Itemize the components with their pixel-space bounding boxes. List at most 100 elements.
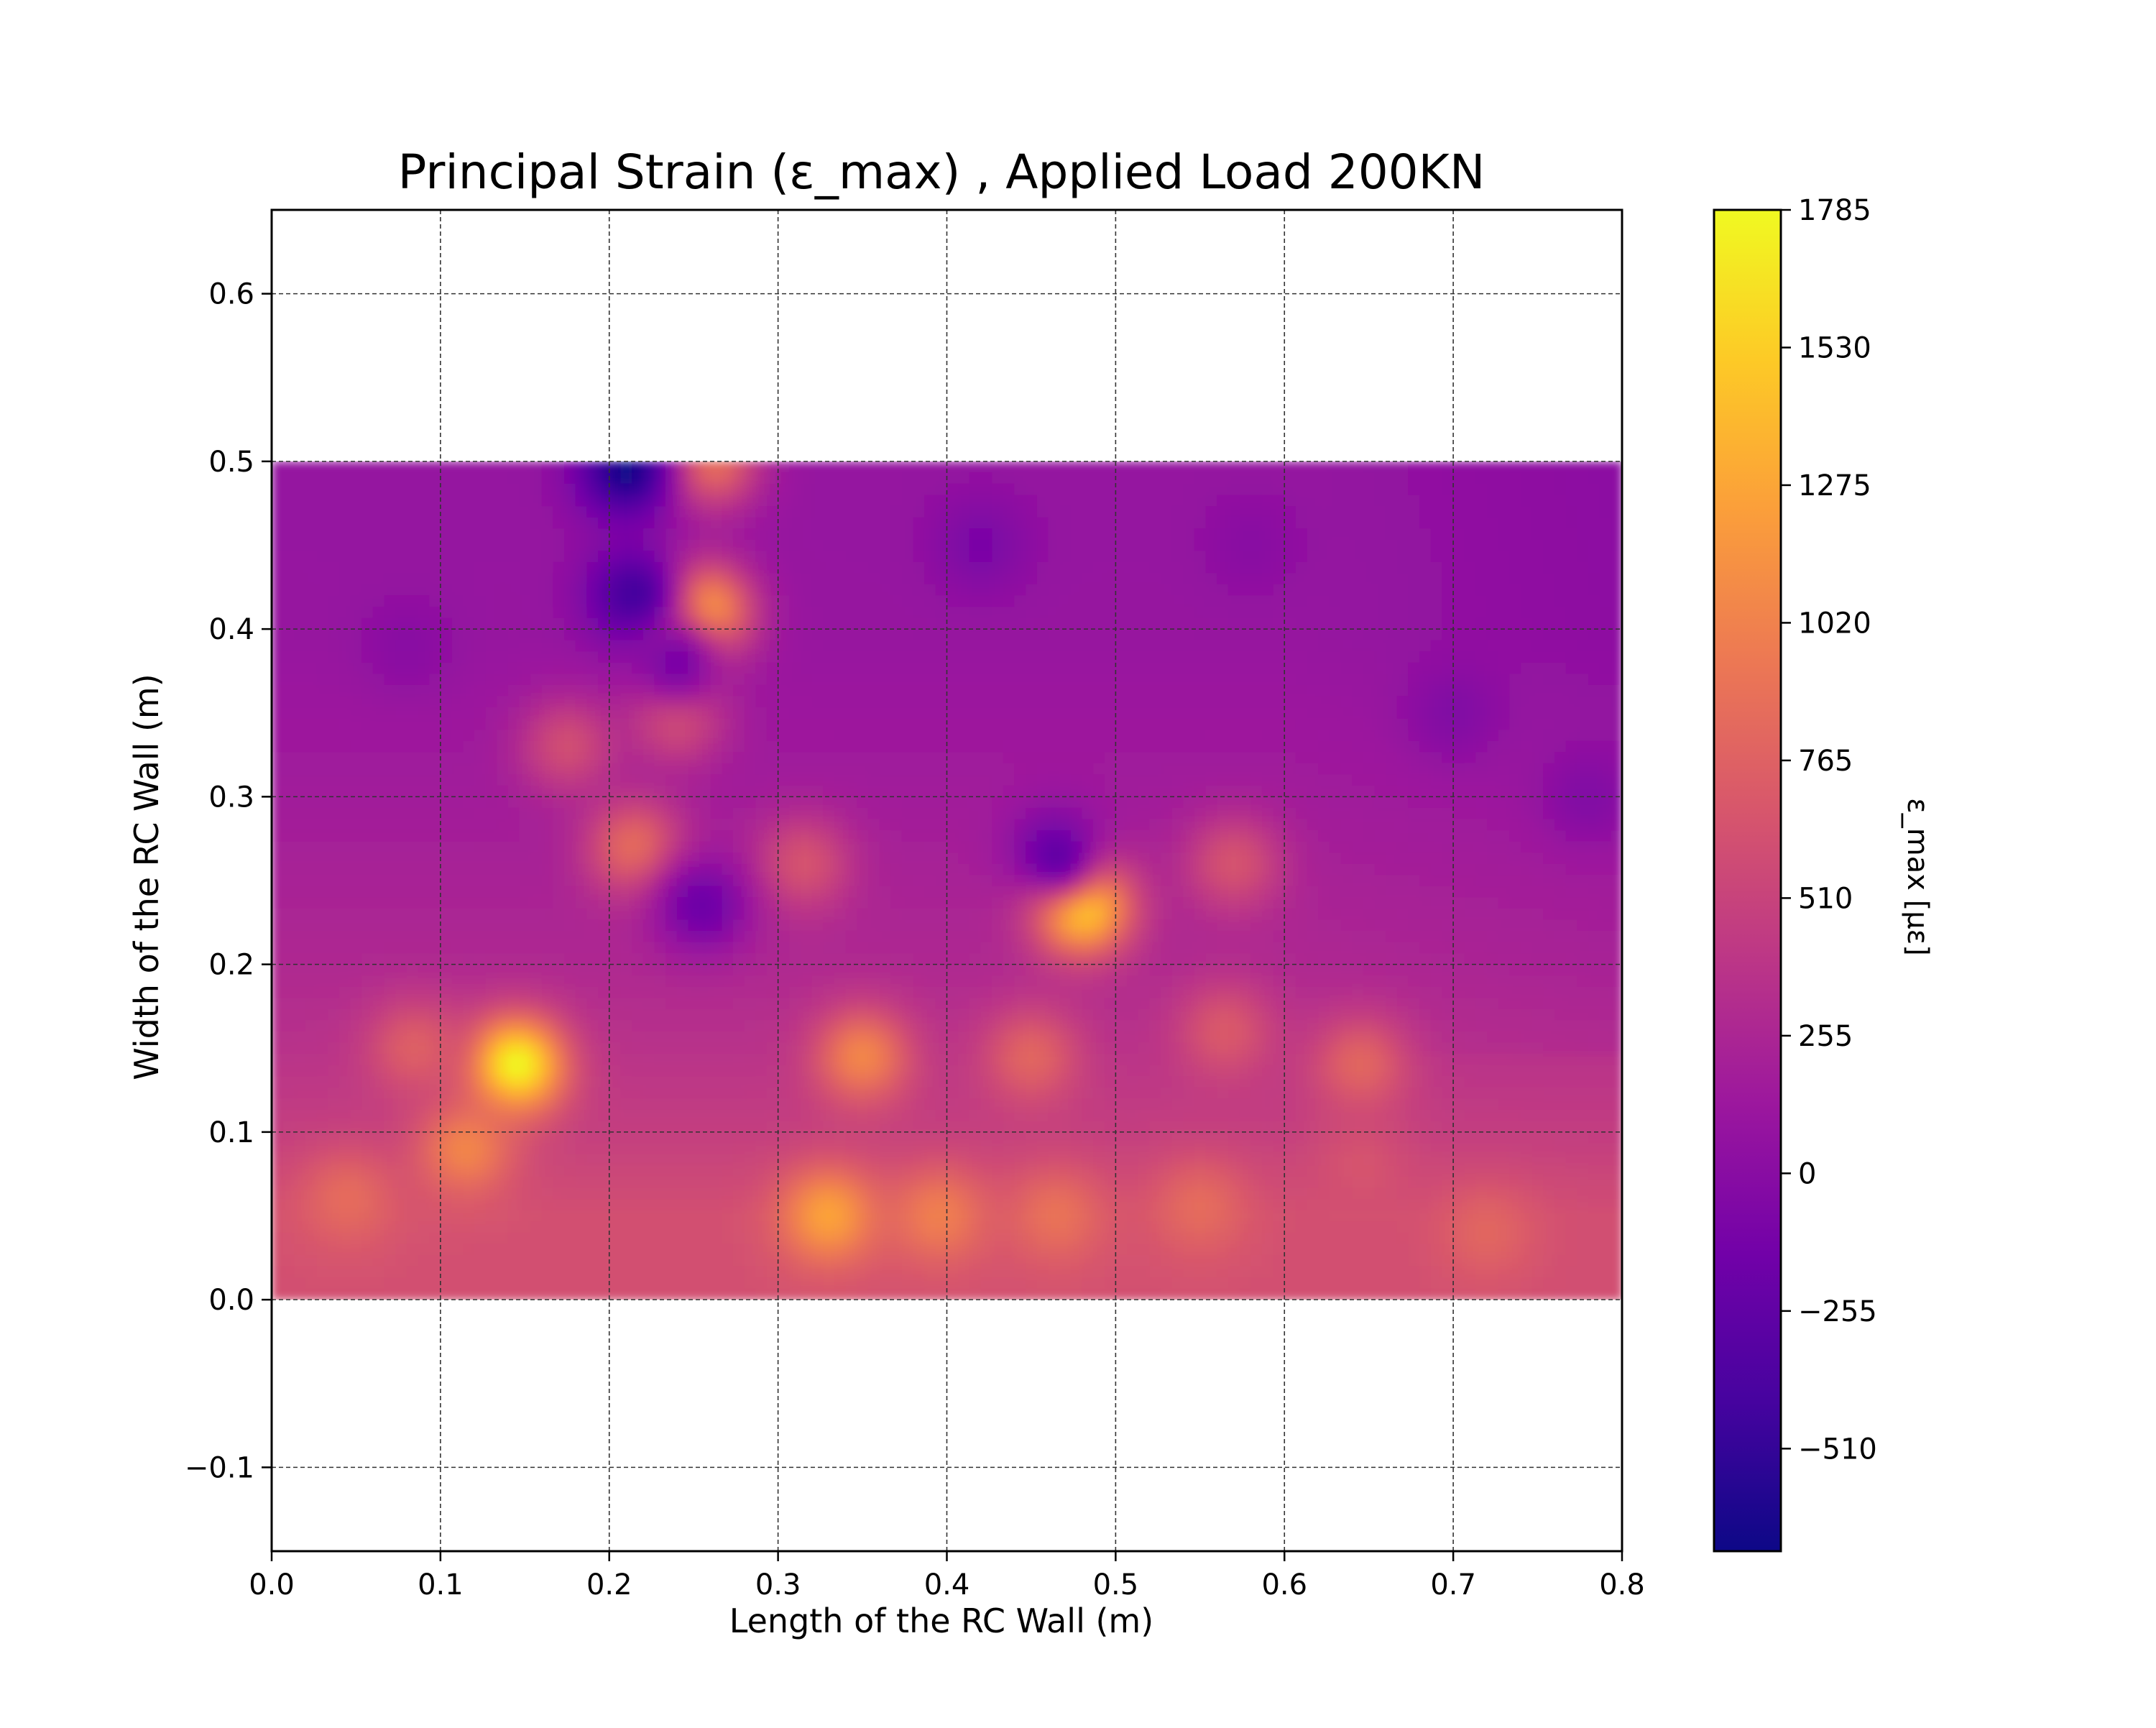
heatmap-cell [395,807,407,820]
heatmap-cell [958,584,970,597]
heatmap-cell [867,830,880,842]
heatmap-cell [440,629,453,641]
heatmap-cell [1599,730,1612,742]
heatmap-cell [913,472,925,484]
heatmap-cell [1250,684,1263,697]
heatmap-cell [1239,617,1252,630]
heatmap-cell [992,662,1004,675]
heatmap-cell [1295,718,1308,730]
heatmap-cell [1217,875,1229,887]
heatmap-cell [946,707,959,720]
heatmap-cell [1408,662,1420,675]
heatmap-cell [350,495,363,507]
heatmap-cell [890,573,903,585]
heatmap-cell [913,517,925,529]
heatmap-cell [272,707,284,720]
heatmap-cell [755,506,768,518]
heatmap-cell [1374,662,1386,675]
heatmap-cell [823,674,835,686]
heatmap-cell [1453,561,1465,574]
heatmap-cell [1509,897,1521,909]
heatmap-cell [1442,852,1454,865]
heatmap-cell [823,506,835,518]
heatmap-cell [575,617,588,630]
heatmap-cell [1464,629,1477,641]
heatmap-cell [1284,863,1296,876]
heatmap-cell [1386,651,1398,663]
heatmap-cell [1352,472,1364,484]
heatmap-cell [1509,718,1521,730]
heatmap-cell [350,551,363,563]
heatmap-cell [384,595,397,607]
heatmap-cell [530,551,543,563]
heatmap-cell [732,785,745,798]
heatmap-cell [1396,785,1409,798]
heatmap-cell [440,852,453,865]
heatmap-cell [497,495,509,507]
heatmap-cell [1475,674,1488,686]
heatmap-cell [564,718,576,730]
heatmap-cell [665,774,678,786]
heatmap-cell [1250,495,1263,507]
heatmap-cell [328,774,340,786]
heatmap-cell [857,640,869,653]
heatmap-cell [1509,528,1521,541]
heatmap-cell [1183,785,1195,798]
heatmap-cell [1026,674,1038,686]
heatmap-cell [1227,539,1240,552]
heatmap-cell [1070,561,1083,574]
heatmap-cell [1498,561,1511,574]
heatmap-cell [1239,629,1252,641]
heatmap-cell [654,886,666,899]
heatmap-cell [1543,908,1555,921]
heatmap-cell [395,483,407,496]
heatmap-cell [632,852,644,865]
heatmap-cell [642,785,655,798]
heatmap-cell [553,561,565,574]
heatmap-cell [350,461,363,474]
heatmap-cell [1419,763,1432,776]
heatmap-cell [789,886,801,899]
heatmap-cell [867,651,880,663]
heatmap-cell [451,830,464,842]
heatmap-cell [305,908,318,921]
heatmap-cell [946,528,959,541]
heatmap-cell [1161,774,1173,786]
heatmap-cell [867,607,880,619]
heatmap-cell [1340,506,1353,518]
heatmap-cell [586,696,599,708]
heatmap-cell [305,461,318,474]
heatmap-cell [722,651,734,663]
heatmap-cell [328,875,340,887]
heatmap-cell [541,875,554,887]
heatmap-cell [688,852,700,865]
heatmap-cell [406,640,419,653]
heatmap-cell [1250,796,1263,809]
heatmap-cell [1115,517,1128,529]
heatmap-cell [1352,461,1364,474]
heatmap-cell [1340,617,1353,630]
heatmap-cell [1408,684,1420,697]
heatmap-cell [1104,551,1117,563]
heatmap-cell [1194,908,1207,921]
heatmap-cell [732,740,745,753]
heatmap-cell [1239,551,1252,563]
heatmap-cell [406,483,419,496]
heatmap-cell [1408,584,1420,597]
heatmap-cell [272,684,284,697]
heatmap-cell [429,763,441,776]
heatmap-cell [1611,461,1622,474]
heatmap-cell [778,718,791,730]
heatmap-cell [654,852,666,865]
heatmap-cell [451,763,464,776]
heatmap-cell [1531,752,1544,764]
heatmap-cell [553,495,565,507]
heatmap-cell [1464,863,1477,876]
heatmap-cell [800,684,813,697]
heatmap-cell [1205,897,1218,909]
heatmap-cell [1227,897,1240,909]
heatmap-cell [1284,875,1296,887]
heatmap-cell [372,483,385,496]
heatmap-cell [1430,662,1443,675]
heatmap-cell [1273,551,1286,563]
